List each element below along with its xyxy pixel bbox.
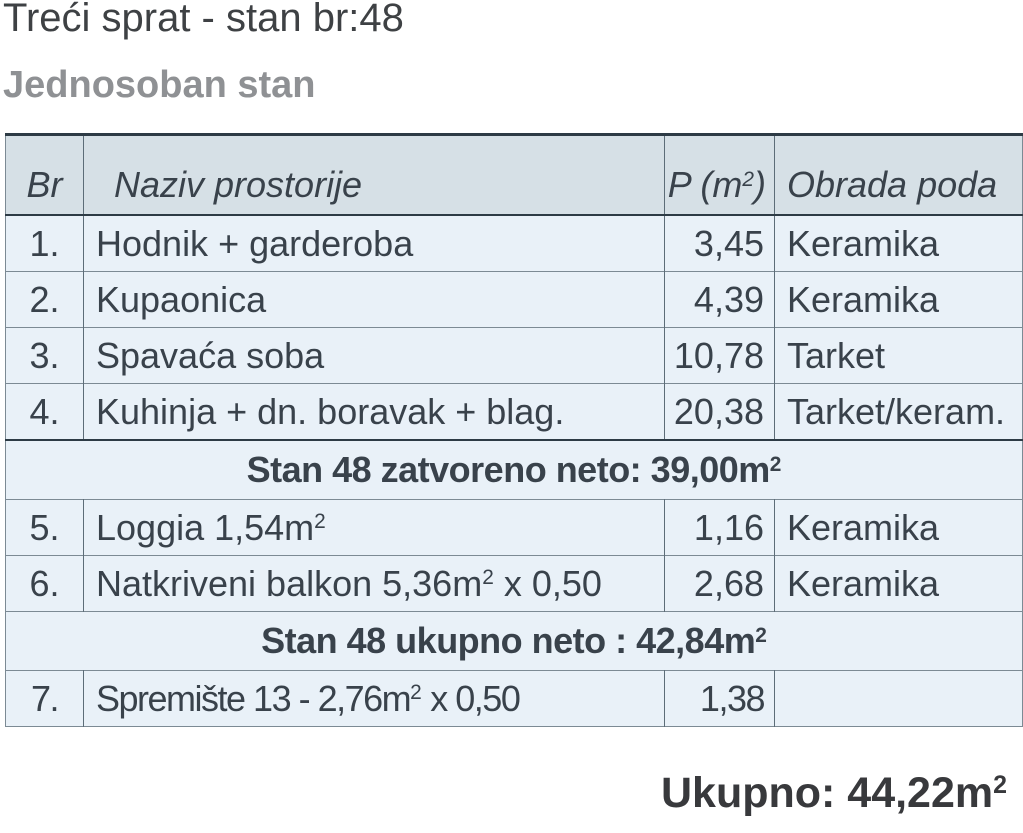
column-header-floor-finish: Obrada poda [774, 134, 1023, 216]
room-name-text: Spavaća soba [96, 334, 325, 376]
room-name-cell: Kuhinja + dn. boravak + blag. [83, 383, 665, 440]
floor-finish-cell: Keramika [774, 215, 1023, 272]
summary-closed-superscript: 2 [769, 452, 782, 476]
area-cell: 1,38 [664, 670, 775, 727]
area-cell: 4,39 [664, 271, 775, 328]
column-header-area: P (m2) [664, 134, 775, 216]
room-name-superscript: 2 [314, 510, 326, 534]
room-name-text: Kuhinja + dn. boravak + blag. [96, 390, 565, 432]
row-number-cell: 5. [29, 506, 60, 548]
table-row: 3. Spavaća soba 10,78 Tarket [5, 327, 1023, 384]
room-name-text-suffix: x 0,50 [421, 677, 521, 719]
grand-total-text: Ukupno: 44,22m [660, 769, 994, 817]
area-cell: 20,38 [664, 383, 775, 440]
page-title: Treći sprat - stan br:48 [3, 0, 404, 40]
grand-total-superscript: 2 [993, 771, 1007, 800]
area-cell: 2,68 [664, 555, 775, 612]
room-name-cell: Loggia 1,54m2 [83, 499, 665, 556]
row-number-cell: 1. [29, 222, 60, 264]
room-name-cell: Hodnik + garderoba [83, 215, 665, 272]
floor-finish-cell [774, 670, 1023, 727]
row-number-cell: 6. [29, 562, 60, 604]
floor-finish-cell: Keramika [774, 499, 1023, 556]
area-cell: 10,78 [664, 327, 775, 384]
floor-finish-cell: Tarket/keram. [774, 383, 1023, 440]
summary-row-closed-neto: Stan 48 zatvoreno neto: 39,00m2 [5, 440, 1023, 500]
summary-closed-neto-cell: Stan 48 zatvoreno neto: 39,00m2 [6, 440, 1023, 500]
room-name-text: Loggia 1,54m [96, 506, 315, 548]
apartment-type-subtitle: Jednosoban stan [3, 64, 316, 106]
room-name-text: Natkriveni balkon 5,36m [96, 562, 483, 604]
summary-total-neto-text: Stan 48 ukupno neto : 42,84m [261, 620, 756, 661]
row-number-cell: 4. [29, 390, 60, 432]
column-header-room-name: Naziv prostorije [83, 134, 665, 216]
row-number-cell: 2. [29, 278, 60, 320]
table-row: 7. Spremište 13 - 2,76m2 x 0,50 1,38 [5, 670, 1023, 727]
room-name-superscript: 2 [482, 566, 494, 590]
area-cell: 1,16 [664, 499, 775, 556]
table-row: 2. Kupaonica 4,39 Keramika [5, 271, 1023, 328]
table-row: 4. Kuhinja + dn. boravak + blag. 20,38 T… [5, 383, 1023, 440]
column-header-br: Br [5, 134, 84, 216]
table-header-row: Br Naziv prostorije P (m2) Obrada poda [5, 134, 1023, 216]
room-name-cell: Spremište 13 - 2,76m2 x 0,50 [83, 670, 665, 727]
room-name-cell: Natkriveni balkon 5,36m2 x 0,50 [83, 555, 665, 612]
areas-table: Br Naziv prostorije P (m2) Obrada poda 1… [5, 133, 1023, 727]
room-name-cell: Spavaća soba [83, 327, 665, 384]
room-name-text: Kupaonica [96, 278, 267, 320]
row-number-cell: 7. [30, 677, 60, 719]
area-header-paren: ) [754, 164, 766, 205]
room-name-text-suffix: x 0,50 [493, 562, 602, 604]
floor-finish-cell: Tarket [774, 327, 1023, 384]
area-header-superscript: 2 [742, 167, 754, 191]
grand-total: Ukupno: 44,22m2 [661, 768, 1007, 824]
summary-row-total-neto: Stan 48 ukupno neto : 42,84m2 [5, 611, 1023, 671]
room-name-cell: Kupaonica [83, 271, 665, 328]
row-number-cell: 3. [29, 334, 60, 376]
table-row: 1. Hodnik + garderoba 3,45 Keramika [6, 215, 1023, 272]
room-name-superscript: 2 [410, 681, 422, 705]
area-header-text: P (m [667, 164, 743, 205]
floor-finish-cell: Keramika [774, 555, 1023, 612]
area-cell: 3,45 [664, 215, 775, 272]
summary-total-neto-cell: Stan 48 ukupno neto : 42,84m2 [6, 612, 1023, 671]
floor-finish-cell: Keramika [774, 271, 1023, 328]
summary-closed-neto-text: Stan 48 zatvoreno neto: 39,00m [246, 449, 771, 490]
table-row: 6. Natkriveni balkon 5,36m2 x 0,50 2,68 … [5, 555, 1023, 612]
table-row: 5. Loggia 1,54m2 1,16 Keramika [5, 499, 1023, 556]
room-name-text: Spremište 13 - 2,76m [96, 677, 412, 719]
room-name-text: Hodnik + garderoba [96, 222, 414, 264]
summary-total-superscript: 2 [755, 623, 767, 647]
